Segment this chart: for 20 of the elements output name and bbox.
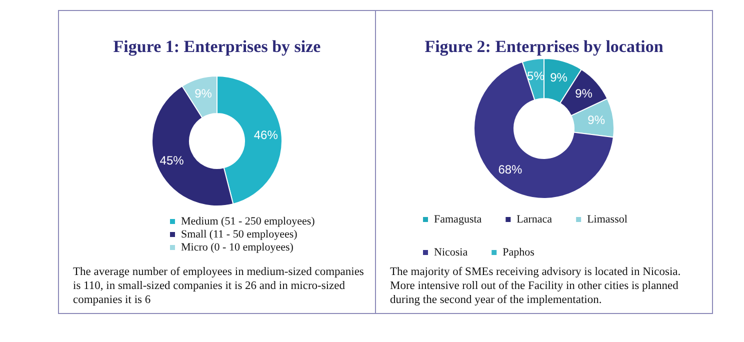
legend-label: Limassol	[587, 214, 628, 226]
legend-label: Small (11 - 50 employees)	[181, 228, 298, 240]
legend-label: Micro (0 - 10 employees)	[181, 242, 294, 254]
legend-label: Famagusta	[434, 214, 482, 226]
data-label: 68%	[498, 162, 523, 176]
legend-label: Larnaca	[516, 214, 552, 226]
chart-title: Figure 1: Enterprises by size	[113, 37, 322, 56]
legend-label: Paphos	[502, 246, 534, 258]
data-label: 9%	[588, 113, 606, 128]
data-label: 9%	[194, 86, 212, 101]
text: The majority of SMEs receiving advisory is located in Nicosia. More intensive roll out of the Facility in other cities is planned during the second year of the implementation.	[390, 265, 682, 307]
data-label: 45%	[160, 154, 184, 168]
data-label: 5%	[527, 69, 545, 84]
legend-label: Nicosia	[434, 246, 468, 258]
data-label: 9%	[575, 86, 593, 100]
data-label: 9%	[550, 70, 568, 85]
text: The average number of employees in medium-sized companies is 110, in small-sized companies it is 26 and in micro-sized companies it is 6	[73, 265, 365, 307]
legend-label: Medium (51 - 250 employees)	[181, 216, 316, 228]
data-label: 46%	[254, 128, 278, 142]
chart-title: Figure 2: Enterprises by location	[424, 37, 664, 56]
